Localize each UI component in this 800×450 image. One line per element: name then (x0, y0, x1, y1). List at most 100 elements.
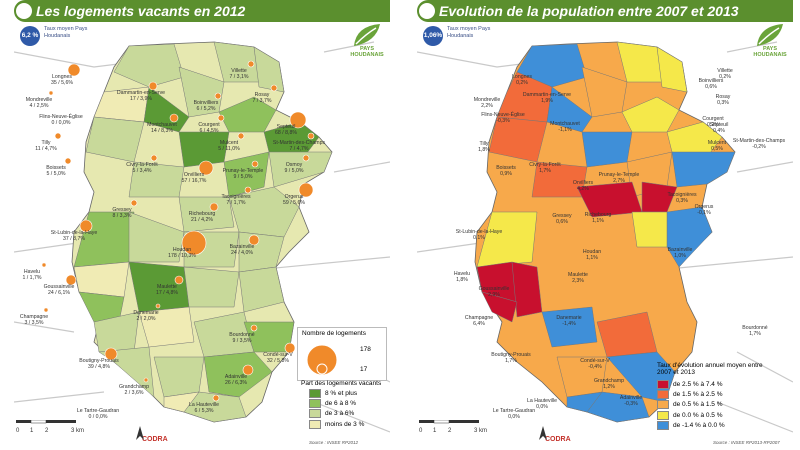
commune-value: 2,3% (572, 278, 584, 284)
scale-tick-0: 0 (16, 428, 20, 434)
commune-label-danemarie: Danemarie -1,4% (556, 315, 581, 327)
commune-label-mondreville: Mondreville 2,2% (474, 97, 501, 109)
commune-label-goussainville: Goussainville 24 / 6,1% (44, 284, 75, 296)
commune-name: Orgerus (694, 204, 714, 210)
commune-label-boissets: Boissets 5 / 5,0% (46, 165, 66, 177)
commune-label-montchauvet: Montchauvet 14 / 8,3% (147, 122, 177, 134)
commune-name: Houdan (172, 247, 192, 253)
legend-swatch (657, 400, 669, 410)
logo-leaf-icon (757, 24, 783, 46)
commune-label-civry-la-for-t: Civry-la-Forêt 1,7% (529, 162, 560, 174)
commune-value: 3 / 3,5% (24, 320, 44, 326)
commune-name: Septeuil (709, 122, 729, 128)
bubble-adainville (242, 364, 254, 376)
legend-item: 8 % et plus (309, 389, 385, 399)
commune-name: Tilly (41, 140, 51, 146)
color-legend: Part des logements vacants 8 % et plus de… (297, 380, 385, 436)
commune-value: -0,3% (624, 401, 638, 407)
north-arrow-icon (539, 426, 547, 440)
north-arrow-icon (136, 426, 144, 440)
commune-value: 1,1% (592, 218, 604, 224)
commune-name: Condé-sur-V (263, 352, 293, 358)
commune-name: Mondreville (25, 97, 53, 103)
bubble-courgent (217, 114, 225, 122)
commune-name: Goussainville (478, 286, 510, 292)
commune-label-cond-sur-v: Condé-sur-V 32 / 5,8% (263, 352, 292, 364)
commune-value: 4,2% (577, 186, 589, 192)
commune-label-rosay: Rosay 0,3% (716, 94, 731, 106)
commune-name: St-Martin-des-Champs (732, 138, 786, 144)
color-legend-rows: 8 % et plus de 6 à 8 % de 3 à 6% moins de 3… (309, 389, 385, 430)
commune-label-danemarie: Danemarie 2 / 2,0% (133, 310, 158, 322)
commune-name: Orvilliers (572, 180, 594, 186)
bubble-boissets (64, 157, 72, 165)
commune-name: Dammartin-en-Serve (522, 92, 572, 98)
commune-label-rosay: Rosay 7 / 3,7% (252, 92, 271, 104)
size-legend: Nombre de logements 178 17 (297, 327, 387, 381)
commune-value: 9 / 5,0% (233, 174, 253, 180)
bubble-la-hauteville (212, 394, 220, 402)
commune-label-flins-neuve-glise: Flins-Neuve-Église 0 / 0,0% (39, 114, 83, 126)
legend-label: de 1.5 % à 2.5 % (673, 391, 723, 399)
bubble-septeuil (289, 111, 307, 129)
commune-value: 7 / 3,7% (252, 98, 272, 104)
commune-name: Courgent (198, 122, 220, 128)
color-legend-title: Part des logements vacants (301, 380, 382, 387)
commune-value: 9 / 5,0% (284, 168, 304, 174)
legend-swatch (309, 399, 321, 409)
commune-label-maulette: Maulette 17 / 4,8% (156, 284, 178, 296)
commune-name: Bourdonné (742, 325, 768, 331)
legend-label: moins de 3 % (325, 420, 365, 428)
commune-name: Osmoy (285, 162, 303, 168)
scale-tick-1: 1 (433, 428, 437, 434)
legend-swatch (657, 380, 669, 389)
commune-label-st-lubin-de-la-haye: St-Lubin-de-la-Haye 0,1% (456, 229, 502, 241)
pays-houdanais-logo: PAYS HOUDANAIS (350, 22, 384, 58)
commune-label-tacoigni-res: Tacoignières 0,3% (667, 192, 696, 204)
commune-name: Rosay (715, 94, 731, 100)
commune-label-adainville: Adainville -0,3% (620, 395, 642, 407)
commune-label-st-martin-des-champs: St-Martin-des-Champs -0,2% (733, 138, 785, 150)
bubble-bourdonn- (250, 324, 258, 332)
commune-value: 4 / 2,5% (29, 103, 49, 109)
commune-name: Danemarie (556, 315, 582, 321)
commune-name: Villette (717, 68, 733, 74)
commune-label-boutigny-prouais: Boutigny-Prouais 39 / 4,8% (79, 358, 119, 370)
bubble-houdan (181, 230, 207, 256)
legend-label: de 2.5 % à 7.4 % (673, 381, 723, 389)
commune-name: La Hauteville (527, 398, 557, 404)
bubble-grandchamp (143, 377, 149, 383)
commune-polygons (476, 41, 736, 423)
scale-tick-3: 3 km (474, 428, 488, 434)
scale-bar: 0 1 2 3 km (419, 419, 489, 436)
commune-label-tilly: Tilly 11 / 4,7% (35, 140, 57, 152)
legend-item: de 0.0 % à 0.5 % (657, 410, 777, 421)
scale-tick-1: 1 (30, 428, 34, 434)
commune-name: Bazainville (229, 244, 255, 250)
commune-name: Rosay (254, 92, 270, 98)
commune-value: 0,6% (705, 84, 717, 90)
commune-name: Boutigny-Prouais (491, 352, 531, 358)
commune-label-havelu: Havelu 1,8% (454, 271, 470, 283)
legend-swatch (657, 390, 669, 400)
commune-name: Maulette (568, 272, 588, 278)
commune-value: 1,7% (539, 168, 551, 174)
average-label: Taux moyen Pays Houdanais (44, 26, 88, 39)
commune-value: 59 / 5,6% (283, 200, 305, 206)
population-evolution-map-panel: Evolution de la population entre 2007 et… (417, 0, 793, 450)
commune-label-grandchamp: Grandchamp 1,2% (594, 378, 624, 390)
map-title: Evolution de la population entre 2007 et… (439, 3, 739, 19)
average-badge: 6,2 % (20, 26, 40, 46)
commune-label-houdan: Houdan 178 / 10,3% (168, 247, 196, 259)
commune-label-champagne: Champagne 6,4% (465, 315, 493, 327)
commune-name: Mulcent (707, 140, 727, 146)
bubble-tilly (54, 132, 62, 140)
commune-value: 2,9% (488, 292, 500, 298)
commune-label-orvilliers: Orvilliers 4,2% (573, 180, 593, 192)
commune-label-champagne: Champagne 3 / 3,5% (20, 314, 48, 326)
bubble-maulette (174, 275, 184, 285)
bubble-montchauvet (169, 113, 179, 123)
commune-label-cond-sur-v: Condé-sur-V -0,4% (580, 358, 609, 370)
commune-value: 0,2% (516, 80, 528, 86)
commune-label-mondreville: Mondreville 4 / 2,5% (26, 97, 53, 109)
